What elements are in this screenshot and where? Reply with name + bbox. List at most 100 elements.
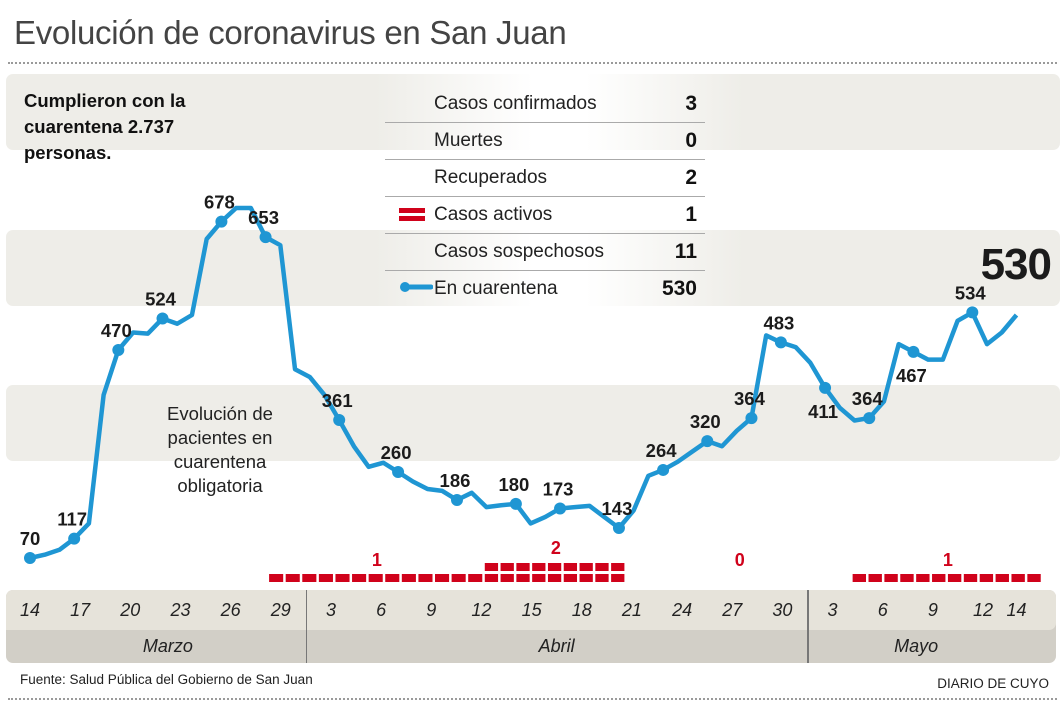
x-axis: 14 17 20 23 26 29 3 6 9 12 15 18 21 24 27 30 3 6 9 12 14 Marz… [6,590,1056,663]
month-separator [305,590,308,663]
data-label: 186 [440,470,471,491]
legend-value: 1 [685,203,697,226]
active-case-bar [579,574,593,582]
legend-row-muertes: Muertes 0 [385,123,705,160]
data-point [863,412,876,425]
data-label: 70 [20,528,41,549]
data-label: 364 [852,388,884,409]
data-label: 411 [808,401,838,422]
x-tick-label: 29 [270,600,291,620]
data-point [701,435,714,448]
data-point [966,306,979,319]
x-tick-label: 26 [220,600,241,620]
page-title: Evolución de coronavirus en San Juan [14,14,567,51]
active-case-bar [532,574,546,582]
x-axis-days-strip [6,590,1056,630]
data-point [215,215,228,228]
active-case-count: 0 [735,550,745,570]
data-label: 483 [763,312,794,333]
x-tick-label: 12 [471,600,492,620]
data-point [509,497,522,510]
red-bars-swatch-icon [399,208,425,222]
data-point [612,522,625,534]
data-point [745,412,758,425]
x-tick-label: 3 [827,600,838,620]
data-point [112,344,125,356]
data-point [819,381,832,394]
active-case-bar [335,574,350,582]
active-case-bar [516,563,530,571]
active-case-bar [947,574,962,582]
data-label: 470 [101,320,132,341]
data-label: 143 [602,498,633,519]
active-case-bar [852,574,867,582]
chart-note: Evolución de pacientes en cuarentena obl… [167,403,273,496]
active-case-bar [484,574,499,582]
data-label: 467 [896,365,927,386]
x-tick-label: 3 [325,600,336,620]
legend-label: En cuarentena [434,278,558,299]
active-case-bar [563,563,578,571]
headline-text: Cumplieron con la cuarentena 2.737 perso… [24,90,186,163]
legend-row-recuperados: Recuperados 2 [385,160,705,197]
active-case-bar [318,574,333,582]
active-case-bar [269,574,284,582]
active-case-bar [484,563,499,571]
x-tick-label: 17 [70,600,91,620]
active-case-count: 1 [372,550,382,570]
legend-row-cuarentena: En cuarentena 530 [385,271,705,307]
x-tick-label: 14 [1006,600,1027,620]
x-tick-label: 9 [426,600,437,620]
data-point [554,502,567,515]
active-case-bar [368,574,383,582]
active-case-count: 1 [943,550,953,570]
data-label: 117 [57,509,87,530]
active-case-bar [385,574,400,582]
month-label: Marzo [142,636,193,656]
background-band-2 [6,230,1060,306]
x-tick-label: 27 [722,600,743,620]
active-case-bar [547,563,562,571]
legend-value: 530 [661,277,697,300]
legend-value: 2 [685,166,697,189]
x-tick-label: 21 [621,600,642,620]
active-case-bar [418,574,433,582]
data-label: 264 [646,440,678,461]
legend-label: Muertes [434,130,503,151]
legend-value: 0 [685,129,697,152]
x-tick-label: 12 [973,600,994,620]
active-case-bar [516,574,530,582]
active-case-bar [611,563,625,571]
active-case-bar [532,563,546,571]
data-point [774,336,787,349]
active-case-bar [352,574,367,582]
active-case-bar [468,574,483,582]
x-tick-label: 14 [19,600,41,620]
data-label: 260 [381,442,412,463]
x-tick-label: 6 [376,600,387,620]
data-label: 678 [204,192,235,213]
data-point [68,532,81,545]
data-label: 320 [690,411,721,432]
legend-value: 11 [674,240,697,263]
source-text: Fuente: Salud Pública del Gobierno de Sa… [20,672,313,687]
legend-row-sospechosos: Casos sospechosos 11 [385,234,705,271]
active-case-bar [435,574,450,582]
active-case-bar [932,574,946,582]
data-label: 364 [734,388,766,409]
data-label: 361 [322,390,353,411]
active-case-bar [611,574,625,582]
data-point [259,231,272,244]
data-point [333,414,346,426]
active-case-bar [963,574,978,582]
x-tick-label: 6 [877,600,888,620]
active-case-bar [563,574,578,582]
active-case-count: 2 [551,538,561,558]
data-point [657,463,670,476]
active-case-bar [451,574,466,582]
x-tick-label: 9 [927,600,938,620]
legend-row-confirmados: Casos confirmados 3 [385,86,705,123]
x-tick-label: 24 [672,600,693,620]
active-case-bar [595,563,609,571]
